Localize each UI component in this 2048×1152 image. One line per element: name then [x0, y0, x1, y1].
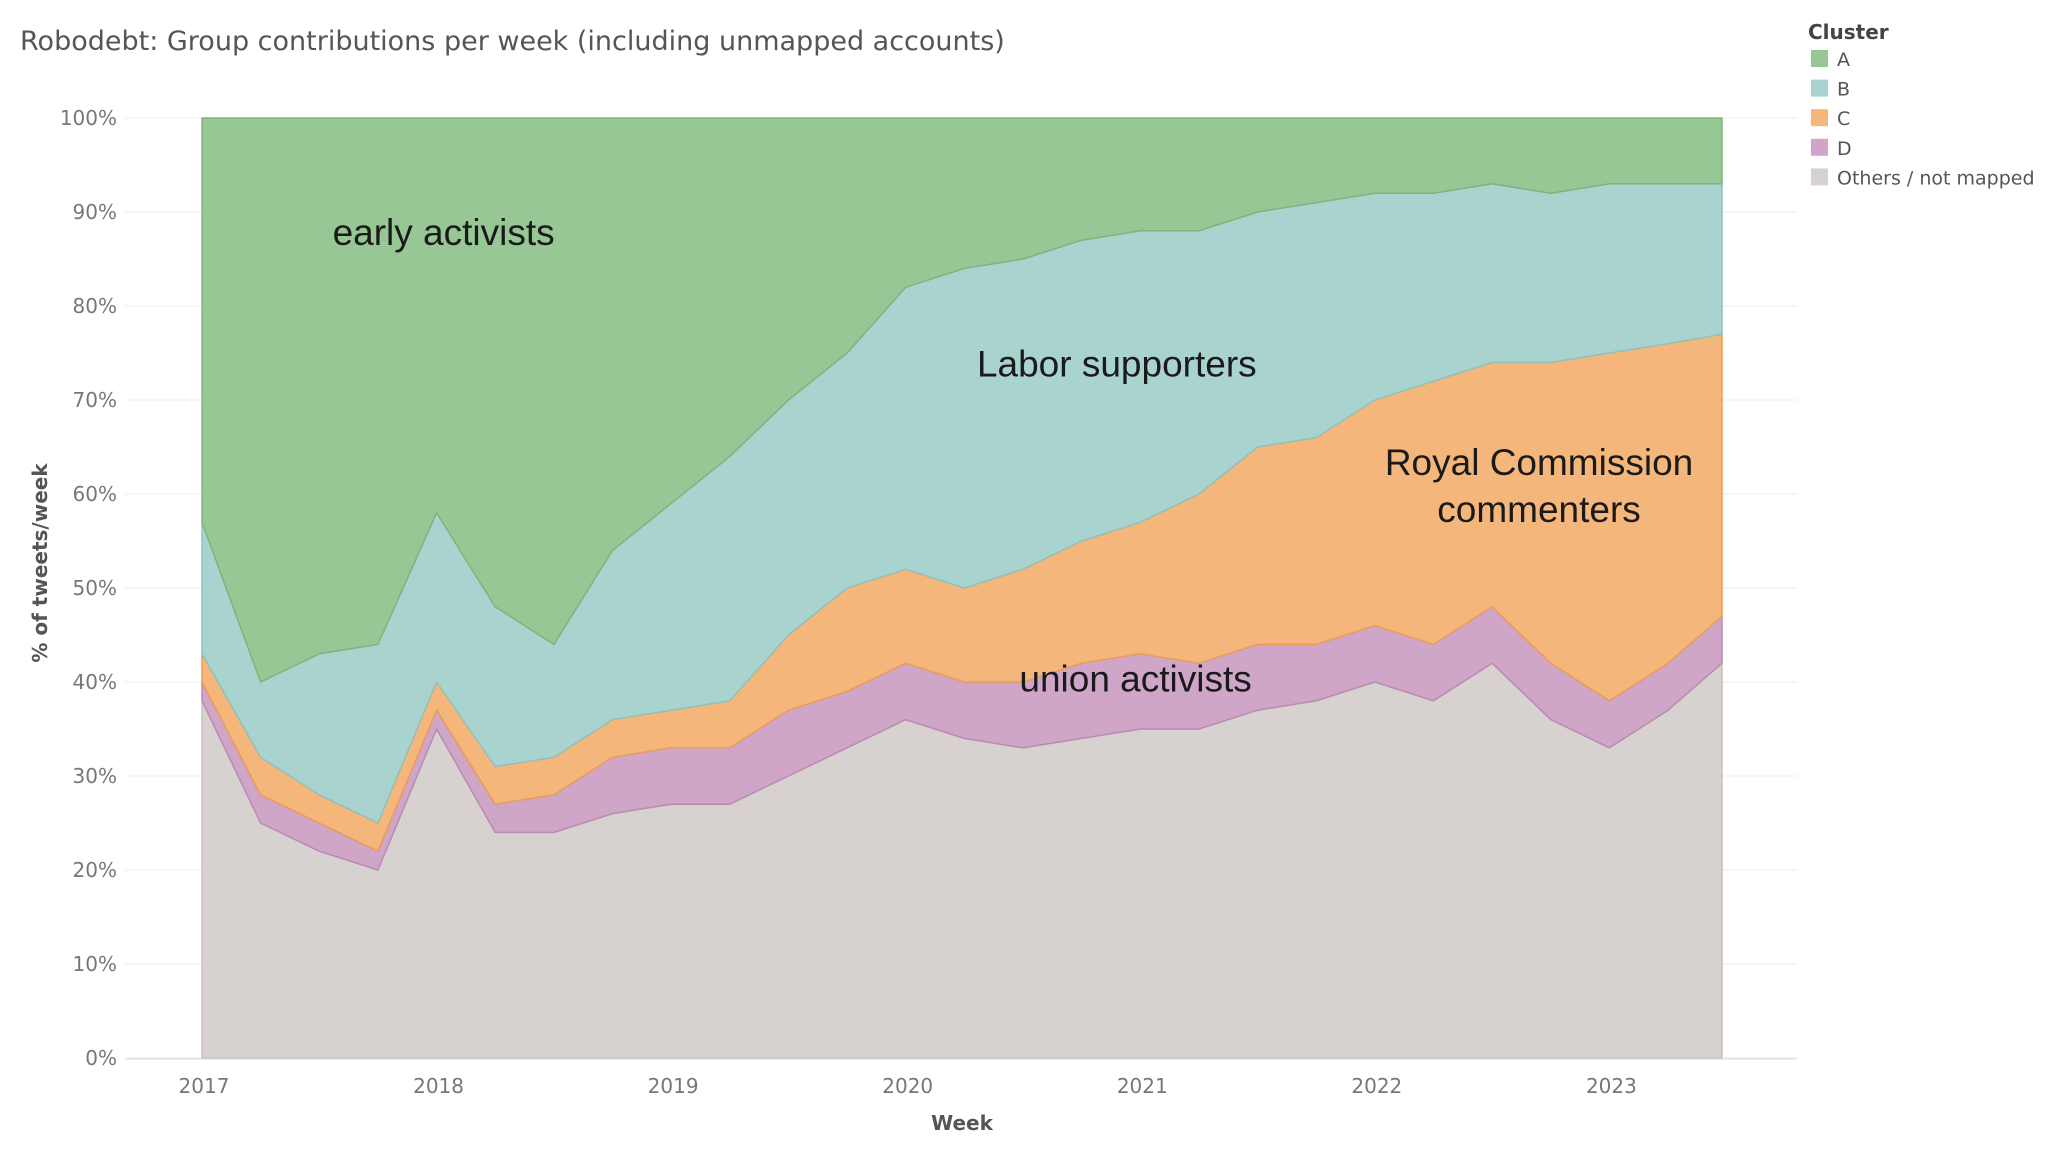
y-axis: 0% 10% 20% 30% 40% 50% 60% 70% 80% 90% 100%	[60, 106, 117, 1070]
y-tick-label: 70%	[73, 388, 117, 412]
annotations: early activists Labor supporters Royal Com…	[333, 212, 1694, 700]
x-tick-label: 2017	[179, 1074, 230, 1098]
legend-label: B	[1837, 79, 1850, 101]
legend-label: A	[1837, 49, 1850, 71]
legend-title: Cluster	[1808, 20, 1889, 44]
y-tick-label: 20%	[73, 858, 117, 882]
x-axis-title: Week	[931, 1111, 993, 1135]
legend-label: Others / not mapped	[1837, 167, 2035, 189]
y-tick-label: 100%	[60, 106, 117, 130]
x-tick-label: 2021	[1117, 1074, 1168, 1098]
annotation-label: Royal Commission	[1385, 442, 1693, 483]
legend-swatch	[1811, 50, 1828, 67]
annotation-label: early activists	[333, 212, 555, 253]
legend-swatch	[1811, 168, 1828, 186]
y-tick-label: 40%	[73, 670, 117, 694]
annotation-label: commenters	[1437, 489, 1641, 530]
chart-title: Robodebt: Group contributions per week (…	[20, 26, 1005, 57]
legend-swatch	[1811, 109, 1828, 127]
stacked-areas	[201, 117, 1723, 1059]
legend-swatch	[1811, 79, 1828, 97]
legend-swatch	[1811, 138, 1828, 156]
legend-label: C	[1837, 108, 1850, 130]
y-tick-label: 0%	[85, 1046, 117, 1070]
y-axis-title: % of tweets/week	[28, 463, 52, 663]
y-tick-label: 50%	[73, 576, 117, 600]
x-tick-label: 2023	[1586, 1074, 1637, 1098]
x-tick-label: 2019	[648, 1074, 699, 1098]
x-axis: 2017 2018 2019 2020 2021 2022 2023	[125, 1058, 1797, 1098]
y-tick-label: 80%	[73, 294, 117, 318]
x-tick-label: 2022	[1351, 1074, 1402, 1098]
y-tick-label: 60%	[73, 482, 117, 506]
annotation-label: Labor supporters	[977, 344, 1257, 385]
annotation-label: union activists	[1019, 658, 1251, 699]
y-tick-label: 90%	[73, 200, 117, 224]
x-tick-label: 2020	[882, 1074, 933, 1098]
area-series-a	[201, 117, 1723, 683]
legend-label: D	[1837, 138, 1852, 160]
y-tick-label: 10%	[73, 952, 117, 976]
y-tick-label: 30%	[73, 764, 117, 788]
x-tick-label: 2018	[413, 1074, 464, 1098]
